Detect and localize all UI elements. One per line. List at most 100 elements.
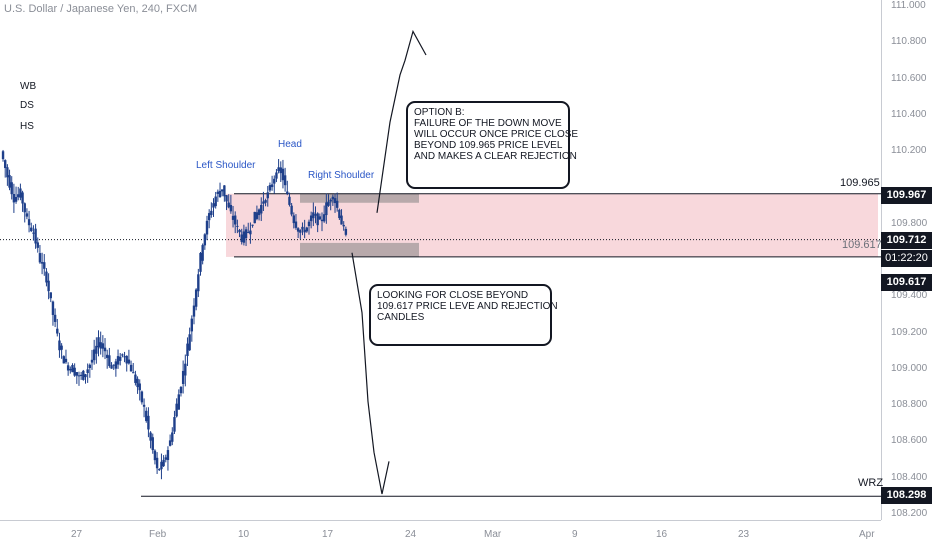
time-axis-tick-label: Apr [859, 529, 875, 540]
candle-body [294, 221, 298, 228]
candle-body [132, 372, 135, 374]
candle-body [214, 196, 217, 207]
side-label-ds: DS [20, 100, 34, 111]
wrz-price-tag: 108.298 [881, 487, 932, 504]
candle-body [45, 271, 48, 283]
current-price-tag: 109.712 [881, 232, 932, 249]
candle-body [17, 194, 20, 198]
candle-body [218, 190, 222, 198]
lower-level-label: 109.617 [842, 239, 882, 251]
candle-body [225, 195, 228, 202]
candle-body [255, 212, 259, 219]
candle-body [95, 345, 98, 354]
candle-body [160, 461, 163, 470]
candle-body [79, 374, 83, 376]
candle-body [249, 230, 252, 235]
time-axis-tick-label: 9 [572, 529, 578, 540]
candle-body [338, 209, 341, 219]
candle-body [142, 404, 146, 407]
candle-body [199, 252, 202, 272]
candle-body [312, 212, 315, 219]
candle-body [270, 184, 274, 188]
candle-body [151, 437, 154, 451]
candle-body [188, 334, 191, 351]
time-axis-tick-label: 10 [238, 529, 250, 540]
candle-body [281, 168, 285, 181]
candle-body [149, 432, 152, 441]
candle-body [190, 318, 194, 332]
looking-for-callout[interactable]: LOOKING FOR CLOSE BEYOND 109.617 PRICE L… [369, 284, 558, 346]
price-axis-tick-label: 111.000 [891, 0, 926, 11]
candle-body [335, 200, 339, 208]
candle-body [82, 370, 85, 380]
callout-line: LOOKING FOR CLOSE BEYOND [377, 290, 529, 301]
candle-body [112, 364, 115, 366]
candle-body [331, 196, 335, 200]
candle-body [229, 204, 233, 212]
candle-body [201, 245, 204, 261]
price-axis-tick-label: 109.400 [891, 290, 928, 302]
candle-body [333, 198, 337, 204]
candle-body [10, 182, 13, 195]
candle-body [121, 354, 124, 356]
candle-body [34, 228, 37, 244]
candle-body [125, 355, 128, 364]
side-label-hs: HS [20, 121, 34, 132]
candle-body [320, 219, 324, 222]
candle-body [56, 328, 59, 334]
candle-body [40, 262, 44, 264]
candle-body [110, 365, 113, 369]
candle-body [288, 196, 291, 205]
candle-body [71, 365, 74, 373]
candle-body [6, 167, 9, 178]
time-axis-tick-label: 24 [405, 529, 417, 540]
candle-body [105, 354, 109, 358]
candle-body [114, 361, 118, 369]
time-axis-line [0, 520, 881, 521]
candle-body [203, 234, 207, 246]
callout-line: WILL OCCUR ONCE PRICE CLOSE [414, 129, 579, 140]
candle-body [43, 262, 46, 269]
candle-body [301, 226, 304, 230]
candle-body [264, 200, 267, 203]
candle-body [21, 192, 24, 204]
candle-body [168, 440, 172, 446]
candle-body [171, 432, 174, 442]
price-axis-tick-label: 108.400 [891, 471, 928, 483]
price-axis-tick-label: 109.000 [891, 362, 928, 374]
candle-body [103, 347, 107, 352]
candle-body [240, 234, 243, 242]
price-axis-tick-label: 108.600 [891, 435, 928, 447]
price-axis-tick-label: 109.800 [891, 217, 928, 229]
candle-body [216, 191, 220, 194]
candle-body [184, 363, 187, 376]
candle-body [23, 203, 26, 213]
callout-line: FAILURE OF THE DOWN MOVE [414, 118, 562, 129]
candle-body [307, 221, 311, 227]
candle-body [162, 459, 165, 467]
option-b-callout[interactable]: OPTION B: FAILURE OF THE DOWN MOVE WILL … [406, 101, 579, 189]
candle-body [25, 213, 29, 217]
candle-body [73, 367, 76, 376]
candle-body [38, 253, 42, 263]
candle-body [234, 215, 237, 225]
candle-body [242, 231, 246, 243]
candle-body [327, 201, 330, 206]
candle-body [101, 343, 105, 349]
price-axis-tick-label: 110.200 [891, 145, 927, 157]
head-label: Head [278, 139, 302, 150]
candle-body [53, 314, 57, 322]
candle-body [220, 189, 224, 192]
candle-body [177, 394, 180, 410]
candle-body [325, 202, 328, 216]
time-axis-tick-label: Mar [484, 529, 502, 540]
candle-body [251, 224, 254, 226]
candle-body [116, 356, 120, 365]
price-axis-tick-label: 108.800 [891, 399, 928, 411]
candle-body [207, 213, 211, 221]
candle-body [32, 232, 35, 234]
time-axis-tick-label: Feb [149, 529, 167, 540]
candle-body [97, 337, 100, 348]
candle-body [58, 340, 61, 351]
